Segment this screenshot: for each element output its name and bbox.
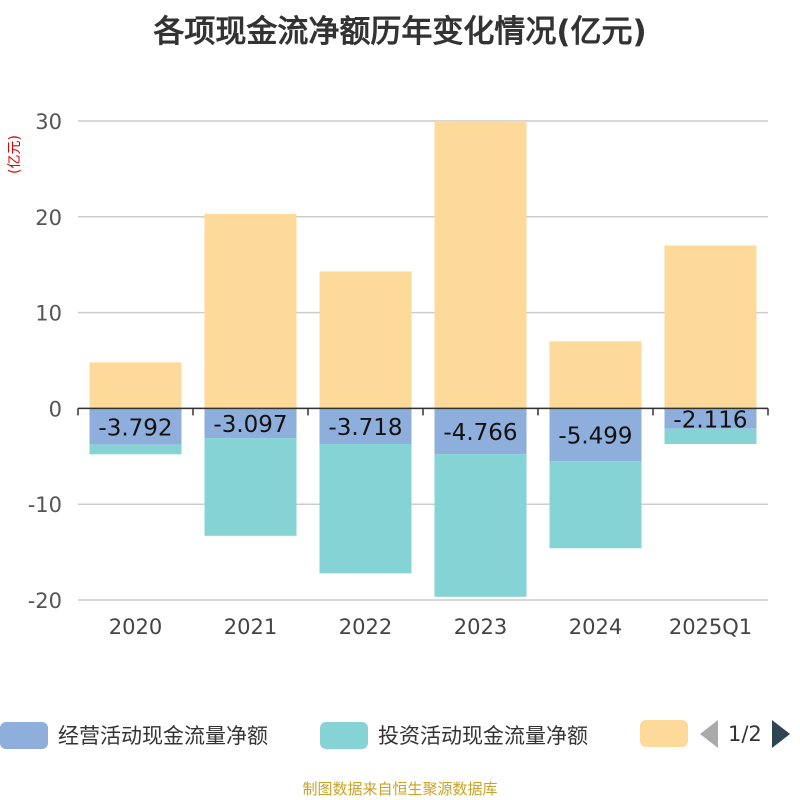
bar-investing-2020[interactable] (89, 444, 182, 455)
x-tick-labels: 2020 2021 2022 2023 2024 2025Q1 (109, 615, 752, 639)
x-tick-label: 2023 (454, 615, 507, 639)
bar-operating-2023[interactable] (434, 408, 527, 455)
y-tick-label: 30 (35, 110, 62, 134)
x-tick-label: 2020 (109, 615, 162, 639)
next-page-icon[interactable] (771, 720, 790, 748)
bar-financing-2023[interactable] (434, 121, 527, 409)
bars (89, 121, 757, 597)
legend-label-operating: 经营活动现金流量净额 (58, 724, 268, 748)
bar-operating-2025Q1[interactable] (664, 408, 757, 429)
data-label: -4.766 (443, 420, 517, 446)
x-tick-label: 2022 (339, 615, 392, 639)
data-label: -3.718 (328, 415, 402, 441)
bar-financing-2024[interactable] (549, 341, 642, 409)
chart-title: 各项现金流净额历年变化情况(亿元) (153, 14, 647, 50)
bar-operating-2024[interactable] (549, 408, 642, 462)
y-tick-label: 20 (35, 206, 62, 230)
bar-financing-2020[interactable] (89, 362, 182, 409)
bar-investing-2021[interactable] (204, 438, 297, 536)
data-label: -3.792 (98, 416, 172, 442)
bar-investing-2022[interactable] (319, 444, 412, 574)
legend-page-indicator: 1/2 (728, 722, 762, 746)
legend-swatch-financing (640, 720, 688, 747)
data-label: -5.499 (558, 424, 632, 450)
bar-chart: 30 20 10 0 -10 -20 2020 2021 2022 2023 2024 2025Q1… (28, 110, 769, 639)
bar-investing-2024[interactable] (549, 461, 642, 549)
bar-financing-2022[interactable] (319, 271, 412, 409)
legend: 经营活动现金流量净额 投资活动现金流量净额 1/2 (0, 712, 800, 756)
bar-operating-2021[interactable] (204, 408, 297, 439)
data-label: -3.097 (213, 412, 287, 438)
legend-pager: 1/2 (700, 720, 790, 748)
data-labels: -3.792 -3.097 -3.718 -4.766 -5.499 -2.116 (98, 408, 747, 450)
legend-label-investing: 投资活动现金流量净额 (378, 724, 588, 748)
x-tick-label: 2025Q1 (669, 615, 752, 639)
y-tick-label: -20 (28, 589, 62, 613)
x-tick-label: 2024 (569, 615, 622, 639)
prev-page-icon[interactable] (700, 720, 718, 748)
bar-investing-2023[interactable] (434, 454, 527, 597)
x-axis (77, 407, 769, 416)
legend-item-operating[interactable]: 经营活动现金流量净额 (0, 720, 268, 750)
legend-swatch-operating (0, 721, 48, 749)
legend-swatch-investing (320, 721, 368, 749)
y-tick-label: 0 (49, 397, 62, 421)
bar-operating-2020[interactable] (89, 408, 182, 445)
y-tick-label: 10 (35, 302, 62, 326)
y-tick-label: -10 (28, 493, 62, 517)
y-tick-labels: 30 20 10 0 -10 -20 (28, 110, 62, 613)
data-label: -2.116 (673, 408, 747, 434)
bar-operating-2022[interactable] (319, 408, 412, 445)
data-source-note: 制图数据来自恒生聚源数据库 (302, 780, 498, 798)
legend-item-financing[interactable] (640, 720, 698, 747)
x-tick-label: 2021 (224, 615, 277, 639)
bar-financing-2021[interactable] (204, 213, 297, 409)
bar-investing-2025Q1[interactable] (664, 428, 757, 444)
bar-financing-2025Q1[interactable] (664, 245, 757, 409)
legend-item-investing[interactable]: 投资活动现金流量净额 (320, 720, 588, 750)
